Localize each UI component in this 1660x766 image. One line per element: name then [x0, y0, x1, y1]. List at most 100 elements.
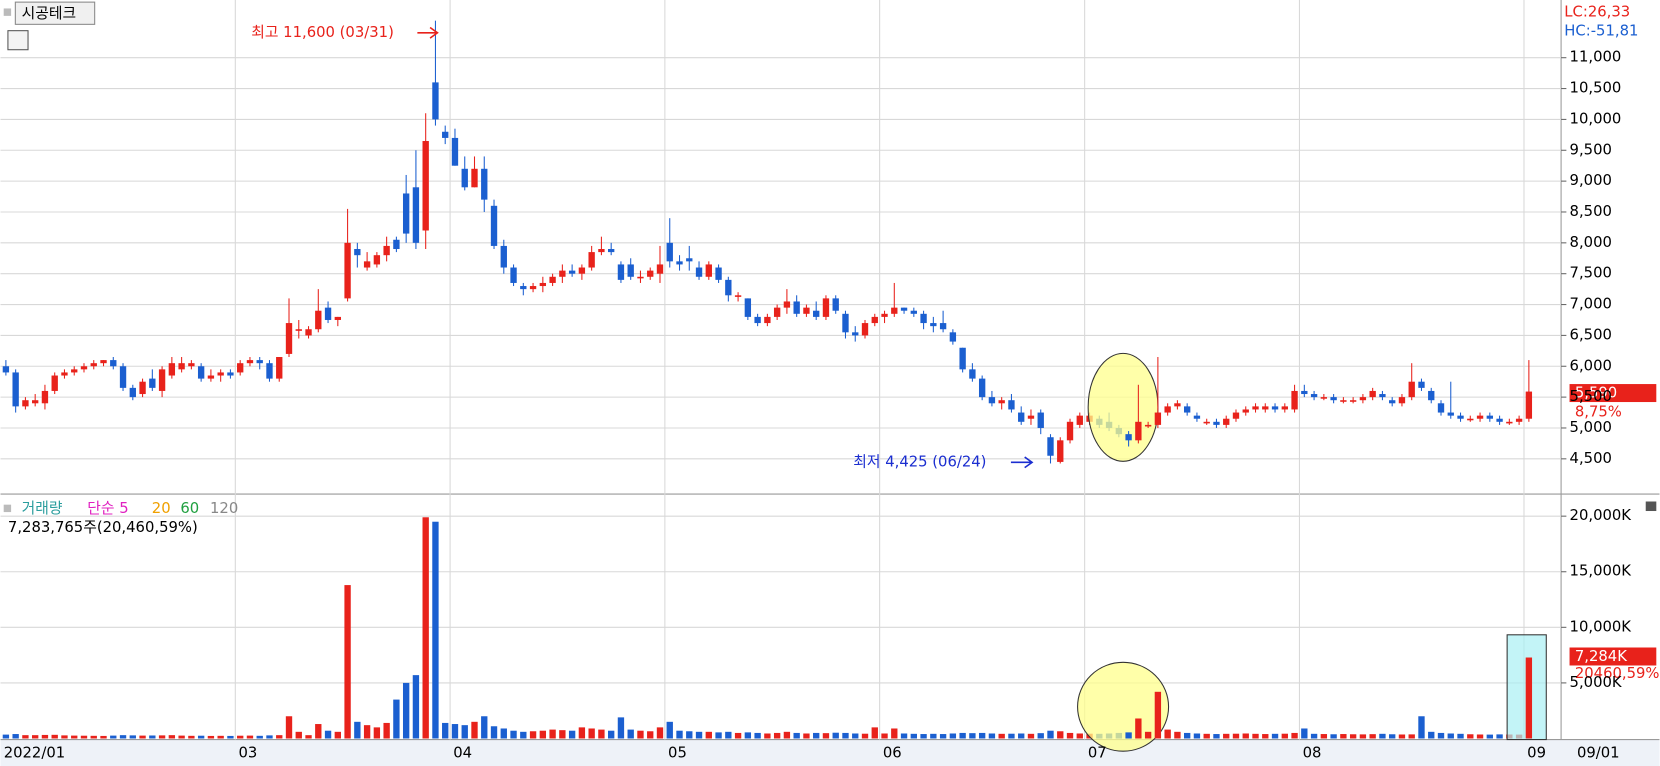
candle-body	[1486, 415, 1493, 419]
volume-bar	[1428, 731, 1435, 739]
x-tick-label: 06	[883, 744, 902, 761]
volume-bar	[1144, 731, 1152, 739]
volume-bar	[1164, 729, 1171, 739]
volume-bar	[1252, 733, 1259, 739]
volume-bar	[1184, 732, 1191, 739]
candle-body	[1135, 421, 1142, 441]
volume-bar	[637, 730, 644, 739]
volume-bar	[1486, 734, 1493, 739]
volume-bar	[949, 733, 957, 739]
volume-bar	[334, 731, 341, 739]
volume-bar	[363, 725, 371, 739]
candle-body	[930, 323, 937, 327]
ma-period: 120	[210, 500, 238, 517]
volume-bar	[1125, 732, 1132, 739]
candle-body	[1515, 418, 1523, 422]
volume-bar	[1076, 733, 1083, 739]
candle-body	[666, 242, 673, 262]
icon	[3, 504, 12, 513]
chart-title: 시공테크	[22, 5, 76, 22]
candle-body	[803, 307, 810, 314]
candle-body	[978, 378, 986, 398]
volume-bar	[969, 733, 976, 739]
candle-body	[627, 264, 634, 277]
candle-body	[773, 307, 781, 317]
volume-bar	[1232, 733, 1240, 739]
y-tick-label: 8,000	[1570, 234, 1612, 251]
volume-bar	[1408, 734, 1415, 739]
volume-bar	[1379, 733, 1386, 739]
candle-body	[832, 298, 839, 311]
candle-body	[1232, 412, 1240, 419]
volume-bar	[998, 733, 1005, 739]
candle-body	[451, 137, 459, 166]
candle-body	[647, 270, 654, 277]
volume-bar	[881, 733, 888, 739]
candle-body	[783, 301, 791, 308]
candle-body	[237, 363, 244, 373]
candle-body	[1398, 397, 1406, 404]
volume-bar	[1301, 728, 1308, 739]
volume-bar	[529, 731, 537, 739]
volume-bar	[490, 726, 498, 739]
volume-bar	[510, 730, 517, 739]
candle-body	[1066, 421, 1074, 441]
volume-bar	[1349, 734, 1357, 739]
volume-bar	[822, 733, 830, 739]
volume-bar	[1213, 734, 1220, 739]
volume-bar	[773, 732, 781, 739]
candle-body	[1379, 394, 1386, 398]
x-tick-label: 05	[668, 744, 687, 761]
candle-body	[676, 261, 683, 265]
candle-body	[1457, 415, 1464, 419]
volume-bar	[422, 517, 429, 739]
volume-bar	[1037, 733, 1044, 739]
table-icon[interactable]	[7, 30, 29, 51]
volume-bar	[432, 521, 439, 739]
volume-bar	[920, 734, 927, 739]
volume-bar	[705, 731, 712, 739]
candle-body	[715, 267, 722, 280]
volume-bar	[598, 729, 605, 739]
candle-body	[559, 270, 566, 277]
candle-body	[2, 366, 10, 373]
high-annotation: 최고 11,600 (03/31)	[251, 24, 394, 41]
candle-body	[549, 276, 556, 283]
y-tick-label: 10,000K	[1570, 618, 1633, 635]
y-tick-label: 5,000K	[1570, 674, 1623, 691]
close-icon[interactable]	[1645, 501, 1657, 512]
candle-body	[158, 369, 166, 391]
volume-bar	[549, 729, 556, 739]
candle-body	[71, 369, 78, 373]
volume-bar	[51, 734, 58, 739]
volume-bar	[939, 734, 947, 739]
y-tick-label: 6,000	[1570, 357, 1612, 374]
volume-bar	[1242, 733, 1249, 739]
candle-body	[1262, 406, 1269, 410]
volume-bar	[647, 731, 654, 739]
volume-bar	[207, 735, 215, 739]
volume-bar	[1057, 731, 1064, 739]
ma-label: 단순 5	[87, 500, 128, 517]
candle-body	[1428, 390, 1435, 401]
volume-bar	[129, 735, 136, 739]
ma-period: 60	[180, 500, 199, 517]
candle-body	[1037, 412, 1044, 428]
candle-body	[1193, 415, 1201, 419]
candle-body	[110, 360, 117, 367]
volume-bar	[393, 699, 400, 739]
volume-bar	[2, 734, 10, 739]
volume-bar	[149, 735, 156, 739]
x-tick-label: 07	[1088, 744, 1107, 761]
volume-bar	[1398, 734, 1406, 739]
candle-body	[1389, 400, 1396, 404]
candle-body	[383, 245, 390, 256]
candle-body	[1496, 418, 1503, 422]
candle-body	[891, 307, 898, 314]
volume-bar	[1008, 733, 1015, 739]
title-box[interactable]	[14, 1, 96, 25]
volume-bar	[1203, 733, 1210, 739]
candle-body	[324, 307, 332, 320]
candle-body	[178, 363, 185, 370]
